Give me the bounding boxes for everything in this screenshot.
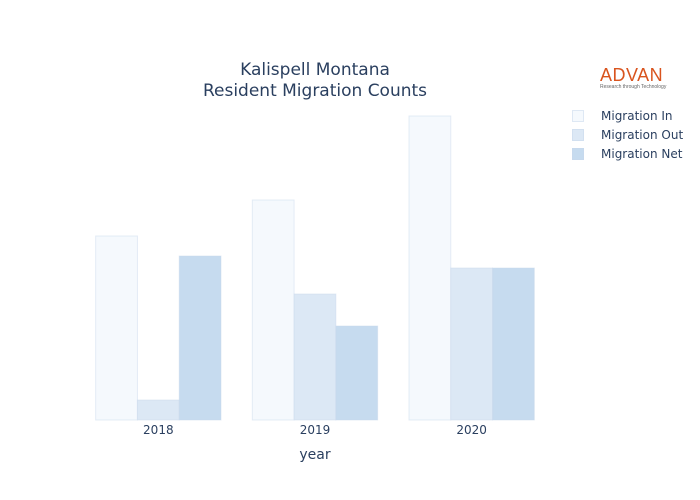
bar-migration-out-2018[interactable] <box>136 399 180 421</box>
legend-swatch-migration-out <box>572 128 584 141</box>
x-tick-labels: 2018 2019 2020 <box>143 423 487 437</box>
legend[interactable]: Migration In Migration Out Migration Net <box>572 106 683 163</box>
chart-title-line-2: Resident Migration Counts <box>202 81 428 101</box>
x-axis-label: year <box>299 447 331 463</box>
legend-item-migration-net[interactable]: Migration Net <box>572 144 683 163</box>
logo-tagline: Research through Technology <box>600 84 667 90</box>
bar-migration-in-2020[interactable] <box>408 115 452 421</box>
chart-title-line-1: Kalispell Montana <box>240 60 390 80</box>
x-tick-label-2019: 2019 <box>300 423 331 437</box>
legend-swatch-migration-net <box>572 147 584 160</box>
bar-migration-net-2020[interactable] <box>492 267 535 421</box>
legend-item-migration-out[interactable]: Migration Out <box>572 125 683 144</box>
bar-migration-in-2018[interactable] <box>95 235 138 421</box>
legend-item-migration-in[interactable]: Migration In <box>572 106 683 125</box>
bar-migration-in-2019[interactable] <box>251 199 295 421</box>
bar-migration-out-2020[interactable] <box>450 267 494 421</box>
bar-migration-net-2018[interactable] <box>178 255 222 421</box>
advan-logo: ADVAN Research through Technology <box>600 66 672 91</box>
legend-label-migration-in: Migration In <box>601 108 673 123</box>
legend-label-migration-out: Migration Out <box>601 127 684 142</box>
bar-migration-net-2019[interactable] <box>335 325 379 421</box>
legend-swatch-migration-in <box>572 109 584 122</box>
bars-layer <box>95 115 535 421</box>
x-tick-label-2020: 2020 <box>456 423 487 437</box>
logo-word: ADVAN <box>600 65 664 85</box>
legend-label-migration-net: Migration Net <box>601 146 683 161</box>
x-tick-label-2018: 2018 <box>143 423 174 437</box>
bar-migration-out-2019[interactable] <box>293 293 337 421</box>
